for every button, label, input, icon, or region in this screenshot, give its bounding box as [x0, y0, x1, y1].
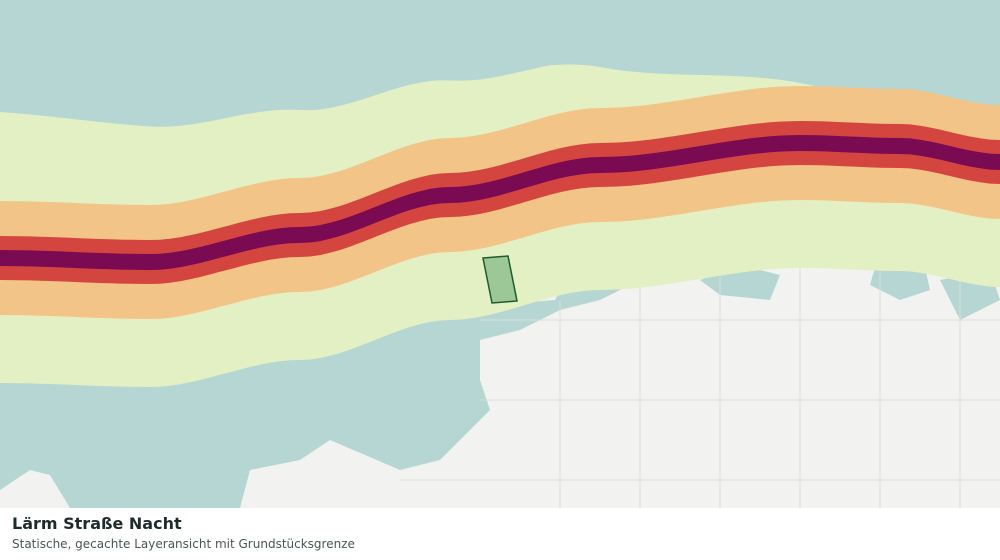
parcel-boundary [482, 255, 518, 304]
noise-band-very-high [0, 135, 1000, 270]
layer-title: Lärm Straße Nacht [12, 514, 182, 533]
layer-subtitle: Statische, gecachte Layeransicht mit Gru… [12, 537, 355, 551]
noise-bands [0, 64, 1000, 388]
map-view [0, 0, 1000, 508]
legend-footer: Lärm Straße Nacht Statische, gecachte La… [0, 508, 1000, 560]
